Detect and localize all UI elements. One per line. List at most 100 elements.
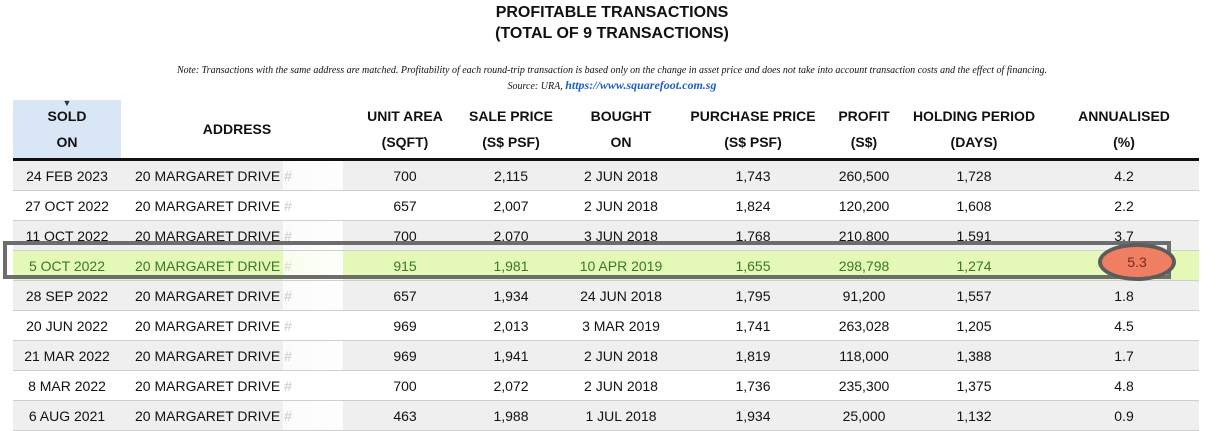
cell-holding-period: 1,591: [899, 220, 1049, 251]
redaction-mask: [283, 161, 343, 190]
header-purchase-price[interactable]: PURCHASE PRICE (S$ PSF): [677, 100, 829, 160]
cell-address: 20 MARGARET DRIVE #: [121, 159, 353, 191]
table-row: 24 FEB 2023 20 MARGARET DRIVE # 700 2,11…: [13, 159, 1199, 191]
cell-annualised: 1.7: [1049, 340, 1199, 371]
header-sale-price[interactable]: SALE PRICE (S$ PSF): [457, 100, 565, 160]
cell-profit: 263,028: [829, 310, 899, 341]
footnote: Note: Transactions with the same address…: [0, 64, 1224, 94]
cell-sale-price: 1,934: [457, 280, 565, 311]
cell-sold-on: 27 OCT 2022: [13, 190, 121, 221]
sort-desc-icon: ▼: [62, 98, 72, 108]
header-annualised[interactable]: ANNUALISED (%): [1049, 100, 1199, 160]
header-bought-on[interactable]: BOUGHT ON: [565, 100, 677, 160]
redaction-mask: [283, 371, 343, 400]
cell-address: 20 MARGARET DRIVE #: [121, 220, 353, 251]
cell-sold-on: 21 MAR 2022: [13, 340, 121, 371]
cell-sale-price: 1,981: [457, 250, 565, 281]
highlight-annualised-value: 5.3: [1127, 254, 1147, 270]
cell-unit-area: 657: [353, 280, 457, 311]
highlight-annualised-circle: 5.3: [1098, 243, 1176, 281]
cell-sold-on: 20 JUN 2022: [13, 310, 121, 341]
table-row: 27 OCT 2022 20 MARGARET DRIVE # 657 2,00…: [13, 190, 1199, 221]
cell-unit-area: 700: [353, 159, 457, 191]
title-line-1: PROFITABLE TRANSACTIONS: [495, 4, 729, 21]
header-holding-period[interactable]: HOLDING PERIOD (DAYS): [899, 100, 1049, 160]
table-row: 28 SEP 2022 20 MARGARET DRIVE # 657 1,93…: [13, 280, 1199, 311]
cell-sale-price: 1,941: [457, 340, 565, 371]
cell-bought-on: 3 JUN 2018: [565, 220, 677, 251]
address-text: 20 MARGARET DRIVE #: [135, 227, 292, 244]
cell-address: 20 MARGARET DRIVE #: [121, 250, 353, 281]
address-text: 20 MARGARET DRIVE #: [135, 167, 292, 184]
cell-sold-on: 6 AUG 2021: [13, 400, 121, 431]
header-unit-area-line1: UNIT AREA: [367, 108, 443, 124]
redaction-mask: [283, 281, 343, 310]
cell-unit-area: 700: [353, 220, 457, 251]
cell-sale-price: 2,007: [457, 190, 565, 221]
cell-sold-on: 5 OCT 2022: [13, 250, 121, 281]
header-profit-line2: (S$): [850, 134, 878, 150]
cell-purchase-price: 1,768: [677, 220, 829, 251]
header-profit-line1: PROFIT: [838, 108, 890, 124]
redaction-mask: [283, 221, 343, 250]
header-address-label: ADDRESS: [202, 121, 272, 137]
header-profit[interactable]: PROFIT (S$): [829, 100, 899, 160]
source-line: Source: URA, https://www.squarefoot.com.…: [0, 78, 1224, 94]
cell-holding-period: 1,205: [899, 310, 1049, 341]
cell-purchase-price: 1,743: [677, 159, 829, 191]
table-row-highlighted: 5 OCT 2022 20 MARGARET DRIVE # 915 1,981…: [13, 250, 1199, 281]
table-row: 21 MAR 2022 20 MARGARET DRIVE # 969 1,94…: [13, 340, 1199, 371]
cell-purchase-price: 1,819: [677, 340, 829, 371]
header-purchase-price-line1: PURCHASE PRICE: [690, 108, 816, 124]
header-sale-price-line1: SALE PRICE: [468, 108, 553, 124]
cell-purchase-price: 1,741: [677, 310, 829, 341]
cell-bought-on: 2 JUN 2018: [565, 190, 677, 221]
page-title: PROFITABLE TRANSACTIONS (TOTAL OF 9 TRAN…: [0, 2, 1224, 44]
address-text: 20 MARGARET DRIVE #: [135, 377, 292, 394]
cell-address: 20 MARGARET DRIVE #: [121, 310, 353, 341]
cell-address: 20 MARGARET DRIVE #: [121, 340, 353, 371]
cell-unit-area: 463: [353, 400, 457, 431]
cell-unit-area: 657: [353, 190, 457, 221]
cell-annualised: 2.2: [1049, 190, 1199, 221]
header-sold-on[interactable]: ▼ SOLD ON: [13, 98, 121, 160]
note-text: Note: Transactions with the same address…: [176, 65, 1048, 76]
cell-annualised: 4.8: [1049, 370, 1199, 401]
cell-sale-price: 2,013: [457, 310, 565, 341]
cell-annualised: 4.5: [1049, 310, 1199, 341]
cell-address: 20 MARGARET DRIVE #: [121, 190, 353, 221]
cell-address: 20 MARGARET DRIVE #: [121, 400, 353, 431]
cell-bought-on: 2 JUN 2018: [565, 340, 677, 371]
table-row: 20 JUN 2022 20 MARGARET DRIVE # 969 2,01…: [13, 310, 1199, 341]
cell-bought-on: 2 JUN 2018: [565, 159, 677, 191]
header-unit-area[interactable]: UNIT AREA (SQFT): [353, 100, 457, 160]
cell-sold-on: 11 OCT 2022: [13, 220, 121, 251]
cell-address: 20 MARGARET DRIVE #: [121, 280, 353, 311]
cell-profit: 25,000: [829, 400, 899, 431]
cell-holding-period: 1,132: [899, 400, 1049, 431]
cell-unit-area: 969: [353, 340, 457, 371]
cell-purchase-price: 1,655: [677, 250, 829, 281]
header-bought-on-line2: ON: [610, 134, 632, 150]
title-line-2: (TOTAL OF 9 TRANSACTIONS): [495, 25, 729, 42]
cell-holding-period: 1,274: [899, 250, 1049, 281]
cell-sold-on: 8 MAR 2022: [13, 370, 121, 401]
cell-holding-period: 1,388: [899, 340, 1049, 371]
header-annualised-line1: ANNUALISED: [1078, 108, 1170, 124]
cell-profit: 91,200: [829, 280, 899, 311]
header-address[interactable]: ADDRESS: [121, 100, 353, 160]
cell-holding-period: 1,608: [899, 190, 1049, 221]
cell-annualised: 0.9: [1049, 400, 1199, 431]
header-bought-on-line1: BOUGHT: [590, 108, 652, 124]
source-link[interactable]: https://www.squarefoot.com.sg: [565, 78, 717, 92]
cell-sale-price: 2,072: [457, 370, 565, 401]
address-text: 20 MARGARET DRIVE #: [135, 317, 292, 334]
cell-profit: 120,200: [829, 190, 899, 221]
cell-profit: 235,300: [829, 370, 899, 401]
header-unit-area-line2: (SQFT): [381, 134, 429, 150]
address-text: 20 MARGARET DRIVE #: [135, 197, 292, 214]
redaction-mask: [283, 191, 343, 220]
address-text: 20 MARGARET DRIVE #: [135, 347, 292, 364]
header-sale-price-line2: (S$ PSF): [482, 134, 540, 150]
cell-sold-on: 24 FEB 2023: [13, 159, 121, 191]
